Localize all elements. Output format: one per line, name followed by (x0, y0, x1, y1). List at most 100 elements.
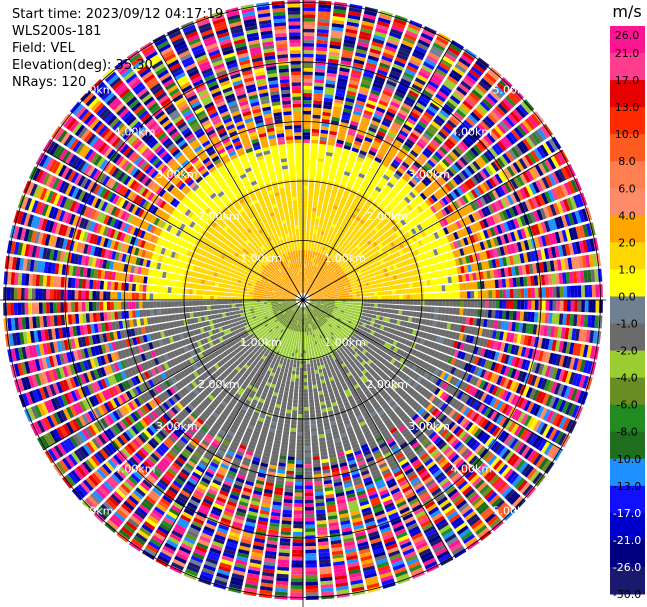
velocity-cell (346, 90, 357, 97)
velocity-cell (464, 135, 474, 146)
velocity-cell (331, 301, 336, 304)
velocity-cell (303, 7, 316, 12)
velocity-cell (311, 434, 318, 439)
velocity-cell (407, 252, 413, 259)
velocity-cell (340, 118, 350, 124)
velocity-cell (311, 218, 316, 223)
velocity-cell (368, 51, 381, 59)
velocity-cell (509, 300, 514, 310)
velocity-cell (384, 262, 390, 268)
velocity-cell (327, 253, 332, 258)
velocity-cell (303, 78, 313, 83)
velocity-cell (493, 237, 500, 247)
velocity-cell (315, 291, 320, 295)
velocity-cell (319, 253, 323, 258)
velocity-cell (307, 374, 312, 379)
velocity-cell (373, 307, 378, 312)
velocity-cell (303, 196, 308, 201)
velocity-cell (391, 225, 398, 232)
velocity-cell (332, 261, 337, 266)
velocity-cell (520, 288, 525, 298)
velocity-cell (329, 226, 335, 232)
velocity-cell (346, 134, 355, 140)
velocity-cell (391, 259, 396, 265)
velocity-cell (332, 231, 337, 237)
velocity-cell (499, 289, 503, 299)
velocity-cell (491, 144, 501, 156)
velocity-cell (338, 203, 345, 209)
velocity-cell (375, 24, 389, 31)
velocity-cell (332, 15, 346, 22)
velocity-cell (359, 86, 370, 93)
velocity-cell (317, 387, 323, 392)
velocity-cell (303, 160, 309, 165)
velocity-cell (305, 250, 308, 254)
velocity-cell (335, 233, 340, 238)
velocity-cell (375, 153, 384, 161)
velocity-cell (416, 74, 428, 83)
velocity-cell (436, 189, 444, 198)
velocity-cell (311, 143, 318, 148)
velocity-cell (329, 273, 334, 278)
velocity-cell (318, 7, 331, 13)
velocity-cell (494, 310, 500, 319)
velocity-cell (454, 63, 467, 74)
velocity-cell (303, 285, 305, 290)
velocity-cell (305, 278, 308, 283)
velocity-cell (363, 140, 372, 147)
velocity-cell (422, 280, 428, 287)
velocity-cell (303, 167, 309, 172)
velocity-cell (360, 269, 365, 274)
velocity-cell (340, 276, 345, 281)
velocity-cell (327, 221, 332, 227)
velocity-cell (351, 113, 361, 120)
velocity-cell (326, 265, 330, 270)
velocity-cell (338, 226, 344, 232)
velocity-cell (391, 97, 402, 106)
velocity-cell (334, 95, 345, 101)
velocity-cell (317, 29, 329, 34)
velocity-cell (559, 300, 564, 312)
velocity-cell (337, 132, 346, 138)
velocity-cell (455, 283, 460, 291)
velocity-cell (346, 210, 353, 217)
velocity-cell (461, 182, 470, 192)
velocity-cell (354, 311, 359, 315)
velocity-cell (330, 234, 335, 240)
velocity-cell (449, 223, 456, 232)
velocity-cell (431, 300, 436, 306)
velocity-cell (303, 82, 313, 86)
velocity-cell (433, 313, 438, 320)
velocity-cell (312, 445, 319, 450)
velocity-cell (359, 150, 367, 156)
velocity-cell (330, 167, 337, 173)
velocity-cell (351, 310, 356, 314)
velocity-cell (340, 288, 345, 292)
velocity-cell (505, 133, 516, 145)
velocity-cell (308, 261, 311, 266)
velocity-cell (317, 21, 330, 27)
velocity-cell (304, 264, 307, 269)
velocity-cell (566, 197, 574, 211)
velocity-cell (556, 201, 564, 214)
velocity-cell (379, 269, 385, 274)
velocity-cell (313, 233, 317, 238)
velocity-cell (451, 148, 461, 158)
velocity-cell (526, 213, 534, 224)
velocity-cell (482, 181, 491, 192)
velocity-cell (348, 83, 359, 90)
velocity-cell (343, 190, 350, 196)
velocity-cell (342, 281, 347, 285)
velocity-cell (449, 292, 453, 299)
velocity-cell (350, 173, 358, 179)
velocity-cell (324, 278, 328, 282)
velocity-cell (369, 264, 375, 269)
velocity-cell (320, 300, 325, 303)
velocity-cell (316, 358, 320, 363)
velocity-cell (311, 442, 319, 447)
velocity-cell (452, 222, 459, 231)
velocity-cell (428, 258, 434, 265)
velocity-cell (314, 270, 318, 275)
velocity-cell (330, 255, 335, 260)
velocity-cell (307, 291, 310, 295)
